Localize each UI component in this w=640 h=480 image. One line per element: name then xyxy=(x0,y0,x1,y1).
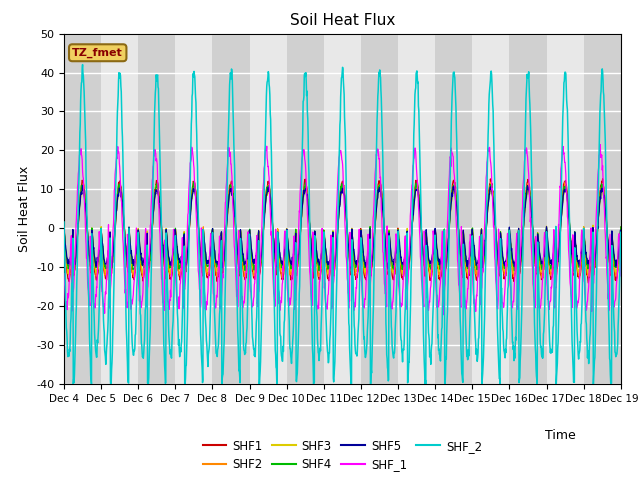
SHF2 xyxy=(487,179,495,185)
SHF_2 xyxy=(552,243,559,249)
SHF1 xyxy=(584,280,592,286)
SHF4 xyxy=(552,232,559,238)
SHF4 xyxy=(60,226,68,231)
SHF2 xyxy=(246,232,254,238)
SHF5 xyxy=(185,232,193,238)
SHF_1 xyxy=(60,271,68,276)
Line: SHF_1: SHF_1 xyxy=(64,144,621,315)
Bar xyxy=(250,34,287,384)
SHF5 xyxy=(60,225,68,231)
SHF1 xyxy=(429,261,436,266)
SHF_1 xyxy=(170,248,178,253)
SHF2 xyxy=(552,233,559,239)
SHF3 xyxy=(246,236,254,241)
SHF_2 xyxy=(171,261,179,266)
SHF_1 xyxy=(429,246,436,252)
SHF_2 xyxy=(79,62,86,68)
SHF3 xyxy=(390,271,397,277)
SHF5 xyxy=(247,239,255,244)
Bar xyxy=(398,34,435,384)
SHF_1 xyxy=(439,312,447,318)
Bar xyxy=(584,34,621,384)
SHF4 xyxy=(246,239,254,245)
SHF4 xyxy=(429,245,437,251)
Bar xyxy=(547,34,584,384)
SHF_1 xyxy=(246,284,254,289)
SHF2 xyxy=(60,224,68,230)
Line: SHF2: SHF2 xyxy=(64,182,621,278)
SHF1 xyxy=(502,273,509,278)
SHF_2 xyxy=(184,281,192,287)
SHF3 xyxy=(429,254,437,260)
Bar xyxy=(64,34,101,384)
Line: SHF1: SHF1 xyxy=(64,179,621,283)
SHF_2 xyxy=(273,388,281,394)
Line: SHF_2: SHF_2 xyxy=(64,65,621,391)
SHF2 xyxy=(617,226,625,231)
SHF2 xyxy=(184,243,191,249)
Line: SHF4: SHF4 xyxy=(64,182,621,274)
SHF3 xyxy=(552,232,559,238)
SHF_2 xyxy=(246,262,254,267)
Bar xyxy=(472,34,509,384)
SHF1 xyxy=(170,247,178,252)
Bar xyxy=(287,34,324,384)
SHF1 xyxy=(246,236,254,241)
SHF_2 xyxy=(502,337,510,343)
SHF1 xyxy=(551,247,559,252)
SHF3 xyxy=(170,243,178,249)
Line: SHF3: SHF3 xyxy=(64,185,621,274)
Bar xyxy=(101,34,138,384)
SHF4 xyxy=(617,224,625,230)
SHF5 xyxy=(107,268,115,274)
SHF5 xyxy=(617,228,625,233)
SHF_1 xyxy=(502,260,509,265)
SHF1 xyxy=(617,224,625,230)
Bar xyxy=(435,34,472,384)
Bar xyxy=(509,34,547,384)
SHF5 xyxy=(429,243,437,249)
SHF4 xyxy=(330,271,337,277)
SHF4 xyxy=(184,244,191,250)
SHF_1 xyxy=(551,300,559,306)
SHF5 xyxy=(79,182,86,188)
Bar xyxy=(175,34,212,384)
Text: TZ_fmet: TZ_fmet xyxy=(72,48,123,58)
SHF5 xyxy=(172,227,179,232)
Legend: SHF1, SHF2, SHF3, SHF4, SHF5, SHF_1, SHF_2: SHF1, SHF2, SHF3, SHF4, SHF5, SHF_1, SHF… xyxy=(198,435,486,476)
SHF2 xyxy=(538,275,546,281)
SHF1 xyxy=(599,176,607,181)
SHF_1 xyxy=(596,142,604,147)
SHF2 xyxy=(429,261,436,266)
SHF3 xyxy=(486,182,494,188)
SHF3 xyxy=(617,226,625,232)
SHF2 xyxy=(170,240,178,246)
SHF_1 xyxy=(617,273,625,279)
SHF_2 xyxy=(429,296,437,302)
SHF2 xyxy=(502,269,509,275)
SHF5 xyxy=(552,233,559,239)
SHF3 xyxy=(60,229,68,235)
Text: Time: Time xyxy=(545,429,576,442)
Bar xyxy=(212,34,250,384)
SHF_1 xyxy=(184,212,191,218)
SHF5 xyxy=(502,257,510,263)
Y-axis label: Soil Heat Flux: Soil Heat Flux xyxy=(17,166,31,252)
SHF1 xyxy=(184,247,191,253)
SHF1 xyxy=(60,225,68,230)
Bar xyxy=(361,34,398,384)
SHF4 xyxy=(502,261,510,266)
Line: SHF5: SHF5 xyxy=(64,185,621,271)
SHF3 xyxy=(502,262,510,267)
SHF3 xyxy=(184,243,191,249)
SHF_2 xyxy=(60,219,68,225)
Bar xyxy=(138,34,175,384)
Bar xyxy=(324,34,361,384)
SHF_2 xyxy=(617,229,625,235)
SHF4 xyxy=(190,180,198,185)
Title: Soil Heat Flux: Soil Heat Flux xyxy=(290,13,395,28)
SHF4 xyxy=(170,240,178,245)
